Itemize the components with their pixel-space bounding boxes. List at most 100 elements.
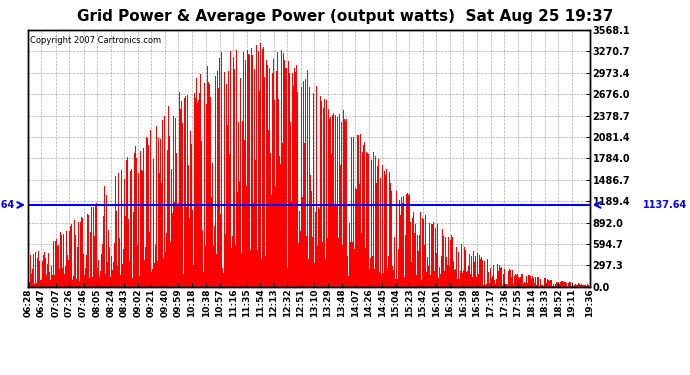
Bar — [539, 278, 540, 287]
Bar — [77, 247, 78, 287]
Bar — [219, 58, 220, 287]
Bar — [109, 247, 110, 287]
Bar — [432, 278, 433, 287]
Bar — [164, 116, 165, 287]
Bar — [340, 165, 341, 287]
Bar — [187, 95, 188, 287]
Bar — [524, 282, 525, 287]
Bar — [370, 231, 371, 287]
Bar — [44, 252, 45, 287]
Bar — [337, 115, 338, 287]
Text: Grid Power & Average Power (output watts)  Sat Aug 25 19:37: Grid Power & Average Power (output watts… — [77, 9, 613, 24]
Bar — [145, 247, 146, 287]
Bar — [393, 270, 394, 287]
Bar — [263, 47, 264, 287]
Bar — [104, 186, 105, 287]
Bar — [218, 88, 219, 287]
Bar — [463, 270, 464, 287]
Bar — [554, 286, 555, 287]
Bar — [470, 274, 471, 287]
Bar — [571, 286, 572, 287]
Bar — [239, 182, 240, 287]
Bar — [280, 164, 281, 287]
Bar — [40, 255, 41, 287]
Bar — [130, 171, 131, 287]
Bar — [489, 283, 490, 287]
Bar — [107, 280, 108, 287]
Bar — [202, 230, 203, 287]
Bar — [137, 245, 138, 287]
Bar — [245, 60, 246, 287]
Bar — [336, 205, 337, 287]
Bar — [92, 278, 93, 287]
Bar — [270, 236, 271, 287]
Bar — [51, 266, 52, 287]
Bar — [545, 279, 546, 287]
Bar — [537, 285, 538, 287]
Bar — [329, 119, 330, 287]
Bar — [112, 270, 113, 287]
Bar — [114, 243, 115, 287]
Bar — [148, 145, 149, 287]
Bar — [476, 277, 477, 287]
Bar — [118, 173, 119, 287]
Bar — [454, 270, 455, 287]
Bar — [452, 235, 453, 287]
Bar — [372, 256, 373, 287]
Bar — [30, 255, 31, 287]
Bar — [43, 255, 44, 287]
Bar — [504, 269, 505, 287]
Bar — [501, 267, 502, 287]
Bar — [390, 275, 391, 287]
Bar — [316, 86, 317, 287]
Bar — [196, 78, 197, 287]
Bar — [90, 232, 91, 287]
Bar — [328, 109, 329, 287]
Bar — [408, 195, 409, 287]
Bar — [335, 276, 336, 287]
Bar — [260, 43, 261, 287]
Bar — [304, 143, 305, 287]
Bar — [562, 281, 563, 287]
Bar — [487, 259, 488, 287]
Bar — [474, 276, 475, 287]
Bar — [511, 284, 512, 287]
Bar — [567, 286, 568, 287]
Bar — [423, 219, 424, 287]
Bar — [247, 50, 248, 287]
Bar — [430, 217, 431, 287]
Bar — [52, 282, 53, 287]
Bar — [568, 284, 569, 287]
Bar — [473, 251, 474, 287]
Bar — [357, 253, 358, 287]
Bar — [135, 146, 136, 287]
Bar — [349, 223, 350, 287]
Bar — [431, 224, 432, 287]
Bar — [464, 272, 465, 287]
Bar — [468, 266, 469, 287]
Bar — [67, 255, 68, 287]
Bar — [436, 252, 437, 287]
Bar — [490, 268, 491, 287]
Bar — [484, 261, 485, 287]
Bar — [479, 259, 480, 287]
Bar — [338, 238, 339, 287]
Bar — [585, 285, 586, 287]
Bar — [339, 215, 340, 287]
Bar — [301, 80, 302, 287]
Bar — [252, 55, 253, 287]
Bar — [366, 152, 367, 287]
Bar — [358, 135, 359, 287]
Bar — [149, 248, 150, 287]
Bar — [553, 280, 554, 287]
Bar — [317, 85, 318, 287]
Bar — [49, 272, 50, 287]
Bar — [172, 213, 173, 287]
Bar — [185, 96, 186, 287]
Bar — [347, 256, 348, 287]
Bar — [46, 275, 47, 287]
Bar — [150, 130, 151, 287]
Bar — [230, 79, 231, 287]
Bar — [425, 215, 426, 287]
Bar — [214, 58, 215, 287]
